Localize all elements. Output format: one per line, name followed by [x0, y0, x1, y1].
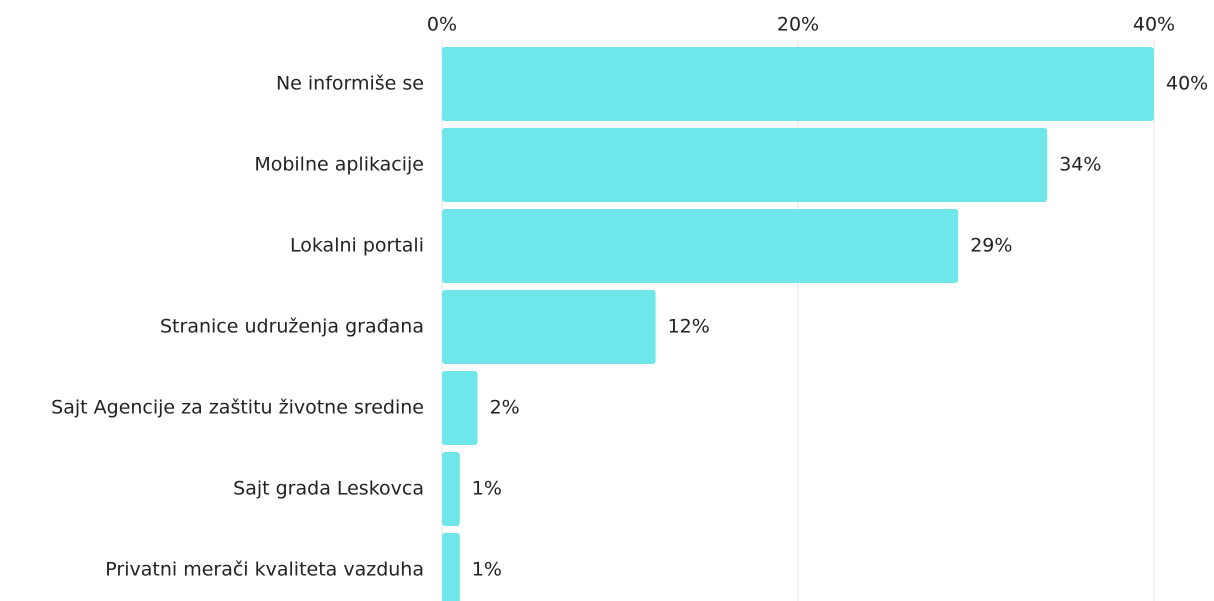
- value-label: 12%: [668, 316, 710, 338]
- bar: [442, 371, 478, 445]
- value-label: 1%: [472, 478, 502, 500]
- category-label: Privatni merači kvaliteta vazduha: [105, 559, 424, 581]
- value-label: 40%: [1166, 73, 1208, 95]
- value-label: 29%: [970, 235, 1012, 257]
- bar: [442, 209, 959, 283]
- x-tick-label: 20%: [777, 14, 819, 36]
- bar: [442, 47, 1154, 121]
- bar: [442, 452, 460, 526]
- value-label: 2%: [490, 397, 520, 419]
- x-tick-label: 0%: [427, 14, 457, 36]
- category-label: Mobilne aplikacije: [254, 154, 424, 176]
- bar: [442, 128, 1048, 202]
- x-tick-label: 40%: [1133, 14, 1175, 36]
- category-label: Sajt Agencije za zaštitu životne sredine: [51, 397, 424, 419]
- value-label: 34%: [1059, 154, 1101, 176]
- category-label: Stranice udruženja građana: [160, 316, 424, 338]
- bar: [442, 533, 460, 601]
- bar: [442, 290, 656, 364]
- category-label: Lokalni portali: [290, 235, 424, 257]
- category-label: Sajt grada Leskovca: [233, 478, 424, 500]
- category-label: Ne informiše se: [276, 73, 424, 95]
- value-label: 1%: [472, 559, 502, 581]
